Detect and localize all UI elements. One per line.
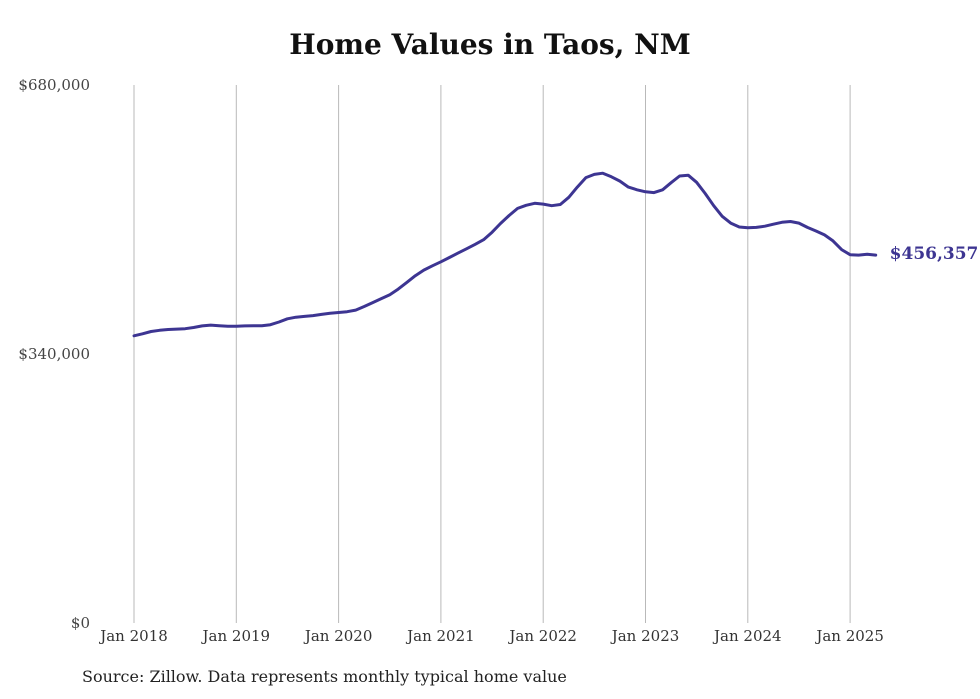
end-value-label: $456,357 [890,244,979,264]
x-tick-label: Jan 2023 [610,627,680,645]
x-tick-label: Jan 2019 [201,627,271,645]
x-tick-label: Jan 2025 [814,627,884,645]
x-axis-ticks: Jan 2018 Jan 2019 Jan 2020 Jan 2021 Jan 2022… [98,627,884,645]
chart-title: Home Values in Taos, NM [289,28,691,61]
y-axis-ticks: $680,000 $340,000 $0 [18,76,90,632]
source-note: Source: Zillow. Data represents monthly … [82,667,567,686]
x-tick-label: Jan 2024 [712,627,782,645]
grid-lines [133,85,851,623]
x-tick-label: Jan 2022 [507,627,577,645]
x-tick-label: Jan 2020 [303,627,373,645]
series-layer [132,171,878,338]
y-tick-label: $340,000 [18,345,90,363]
end-label-layer: $456,357 [890,244,979,264]
x-tick-label: Jan 2018 [98,627,168,645]
y-tick-label: $680,000 [18,76,90,94]
x-tick-label: Jan 2021 [405,627,475,645]
series-line [132,171,878,338]
y-tick-label: $0 [71,614,90,632]
